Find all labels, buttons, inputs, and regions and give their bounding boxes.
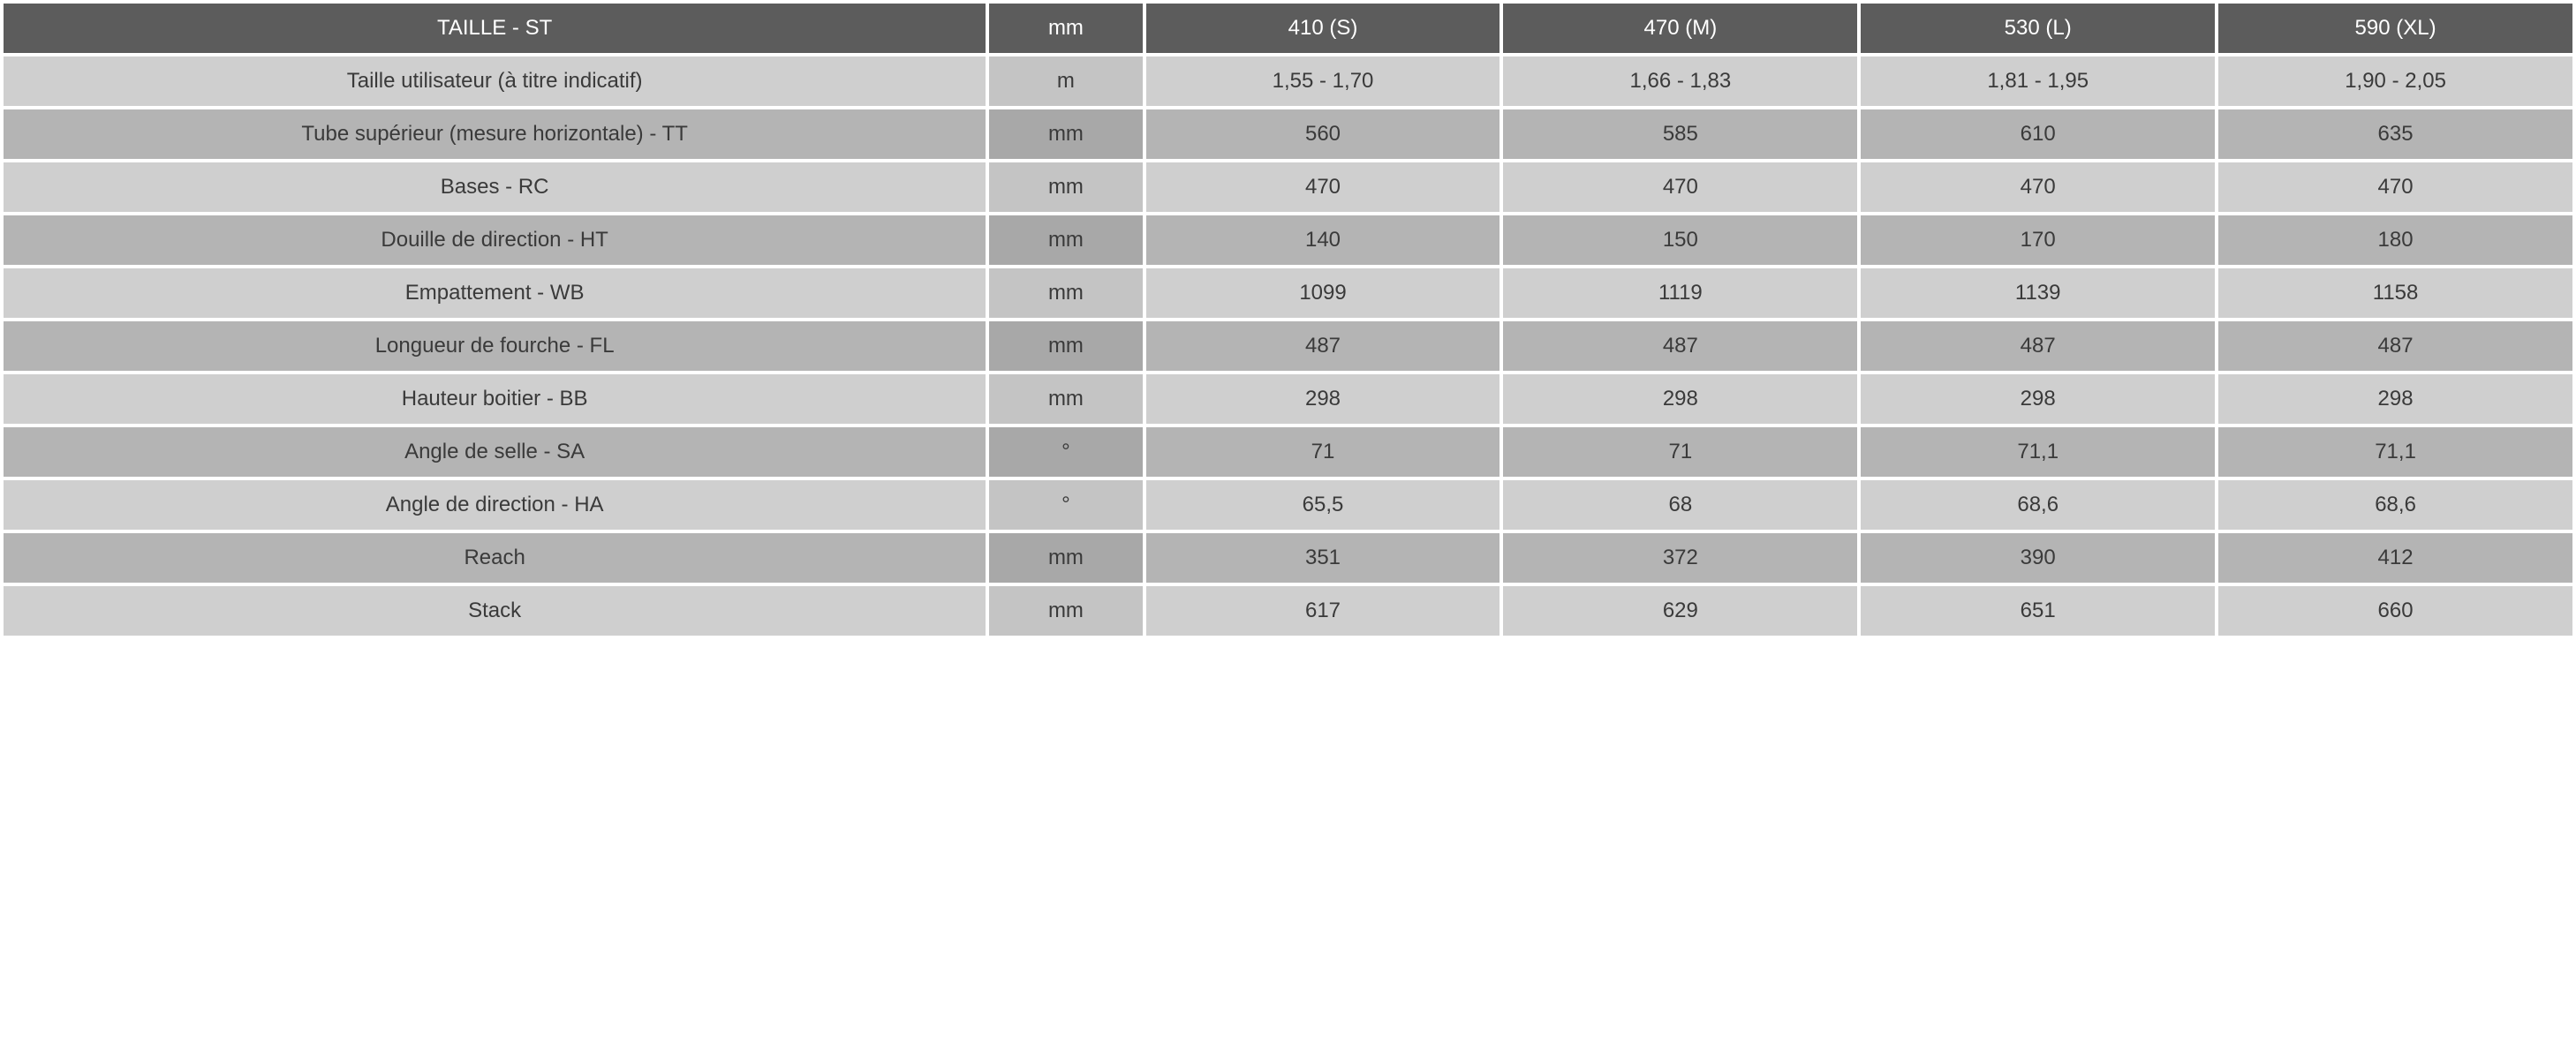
- row-label: Stack: [4, 586, 986, 636]
- row-label: Angle de direction - HA: [4, 480, 986, 530]
- row-unit: m: [989, 56, 1142, 106]
- row-value: 470: [1861, 162, 2215, 212]
- row-label: Bases - RC: [4, 162, 986, 212]
- row-value: 660: [2218, 586, 2572, 636]
- geometry-table: TAILLE - ST mm 410 (S) 470 (M) 530 (L) 5…: [0, 0, 2576, 639]
- row-value: 390: [1861, 533, 2215, 583]
- row-value: 470: [1503, 162, 1857, 212]
- row-value: 298: [1861, 374, 2215, 424]
- row-value: 651: [1861, 586, 2215, 636]
- table-row: Angle de direction - HA ° 65,5 68 68,6 6…: [4, 480, 2572, 530]
- table-row: Stack mm 617 629 651 660: [4, 586, 2572, 636]
- row-value: 585: [1503, 109, 1857, 159]
- table-row: Hauteur boitier - BB mm 298 298 298 298: [4, 374, 2572, 424]
- row-unit: mm: [989, 109, 1142, 159]
- row-unit: mm: [989, 374, 1142, 424]
- row-value: 629: [1503, 586, 1857, 636]
- row-value: 610: [1861, 109, 2215, 159]
- row-value: 71: [1146, 427, 1500, 477]
- row-value: 487: [1861, 321, 2215, 371]
- row-unit: mm: [989, 321, 1142, 371]
- row-value: 71: [1503, 427, 1857, 477]
- row-value: 372: [1503, 533, 1857, 583]
- row-value: 412: [2218, 533, 2572, 583]
- row-value: 1119: [1503, 268, 1857, 318]
- header-size-m: 470 (M): [1503, 4, 1857, 53]
- row-value: 470: [1146, 162, 1500, 212]
- header-title: TAILLE - ST: [4, 4, 986, 53]
- row-value: 617: [1146, 586, 1500, 636]
- row-unit: mm: [989, 586, 1142, 636]
- row-unit: mm: [989, 162, 1142, 212]
- header-row: TAILLE - ST mm 410 (S) 470 (M) 530 (L) 5…: [4, 4, 2572, 53]
- row-value: 180: [2218, 215, 2572, 265]
- header-size-s: 410 (S): [1146, 4, 1500, 53]
- row-value: 1158: [2218, 268, 2572, 318]
- row-unit: °: [989, 427, 1142, 477]
- table-row: Douille de direction - HT mm 140 150 170…: [4, 215, 2572, 265]
- table-row: Angle de selle - SA ° 71 71 71,1 71,1: [4, 427, 2572, 477]
- row-value: 1,81 - 1,95: [1861, 56, 2215, 106]
- row-value: 560: [1146, 109, 1500, 159]
- row-value: 71,1: [1861, 427, 2215, 477]
- row-value: 487: [2218, 321, 2572, 371]
- row-label: Reach: [4, 533, 986, 583]
- row-label: Empattement - WB: [4, 268, 986, 318]
- row-value: 1,90 - 2,05: [2218, 56, 2572, 106]
- row-value: 140: [1146, 215, 1500, 265]
- row-label: Angle de selle - SA: [4, 427, 986, 477]
- row-value: 635: [2218, 109, 2572, 159]
- row-value: 1,66 - 1,83: [1503, 56, 1857, 106]
- row-value: 487: [1503, 321, 1857, 371]
- row-value: 65,5: [1146, 480, 1500, 530]
- row-label: Taille utilisateur (à titre indicatif): [4, 56, 986, 106]
- table-body: Taille utilisateur (à titre indicatif) m…: [4, 56, 2572, 636]
- table-row: Taille utilisateur (à titre indicatif) m…: [4, 56, 2572, 106]
- table-row: Longueur de fourche - FL mm 487 487 487 …: [4, 321, 2572, 371]
- row-label: Douille de direction - HT: [4, 215, 986, 265]
- row-value: 1099: [1146, 268, 1500, 318]
- row-unit: °: [989, 480, 1142, 530]
- row-value: 487: [1146, 321, 1500, 371]
- row-value: 1,55 - 1,70: [1146, 56, 1500, 106]
- row-label: Hauteur boitier - BB: [4, 374, 986, 424]
- row-unit: mm: [989, 533, 1142, 583]
- row-value: 68,6: [1861, 480, 2215, 530]
- row-value: 1139: [1861, 268, 2215, 318]
- row-value: 298: [2218, 374, 2572, 424]
- row-unit: mm: [989, 215, 1142, 265]
- row-value: 71,1: [2218, 427, 2572, 477]
- row-value: 170: [1861, 215, 2215, 265]
- table-row: Reach mm 351 372 390 412: [4, 533, 2572, 583]
- row-value: 298: [1146, 374, 1500, 424]
- row-value: 68,6: [2218, 480, 2572, 530]
- row-label: Tube supérieur (mesure horizontale) - TT: [4, 109, 986, 159]
- header-size-l: 530 (L): [1861, 4, 2215, 53]
- row-label: Longueur de fourche - FL: [4, 321, 986, 371]
- header-size-xl: 590 (XL): [2218, 4, 2572, 53]
- row-unit: mm: [989, 268, 1142, 318]
- row-value: 68: [1503, 480, 1857, 530]
- table-row: Tube supérieur (mesure horizontale) - TT…: [4, 109, 2572, 159]
- header-unit: mm: [989, 4, 1142, 53]
- row-value: 298: [1503, 374, 1857, 424]
- row-value: 351: [1146, 533, 1500, 583]
- row-value: 470: [2218, 162, 2572, 212]
- table-row: Empattement - WB mm 1099 1119 1139 1158: [4, 268, 2572, 318]
- table-row: Bases - RC mm 470 470 470 470: [4, 162, 2572, 212]
- row-value: 150: [1503, 215, 1857, 265]
